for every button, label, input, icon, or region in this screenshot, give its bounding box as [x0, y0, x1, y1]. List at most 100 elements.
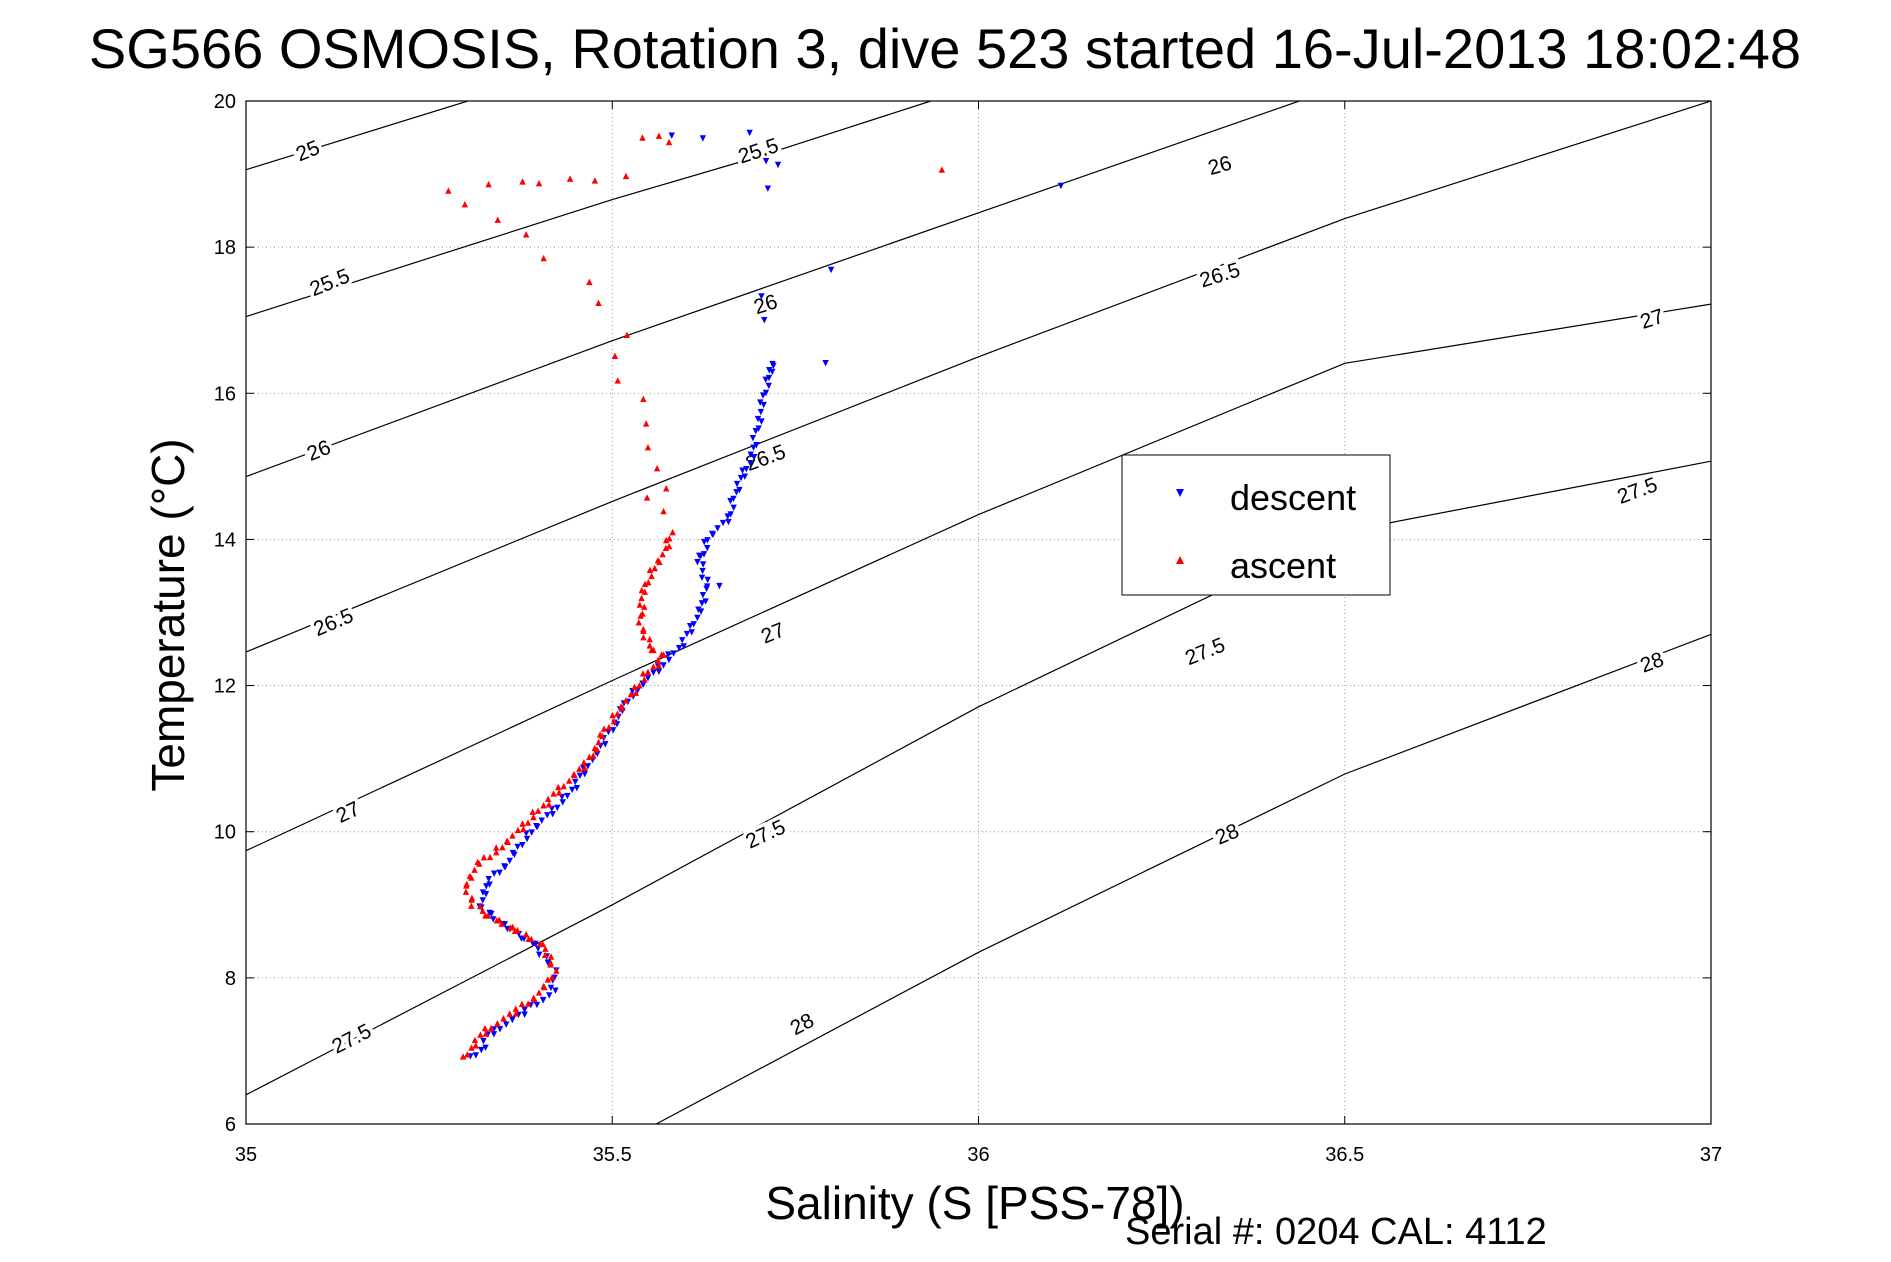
ascent-point [461, 201, 469, 208]
descent-point [736, 486, 743, 494]
ascent-point [529, 808, 536, 815]
ascent-point [655, 132, 663, 139]
ascent-point [605, 723, 613, 731]
descent-point [725, 518, 732, 526]
ascent-point [544, 976, 552, 983]
descent-point [490, 870, 498, 877]
sigma-contour-25-5 [246, 101, 932, 318]
ascent-point [511, 927, 519, 934]
ascent-point [600, 725, 608, 732]
descent-point [743, 466, 750, 473]
ascent-point [534, 807, 542, 814]
descent-point [533, 1001, 541, 1009]
descent-point [704, 576, 711, 584]
descent-point [752, 427, 759, 435]
ascent-point [660, 507, 667, 515]
descent-point [665, 656, 673, 664]
descent-point [724, 513, 731, 520]
descent-point [576, 772, 584, 780]
ascent-point [474, 858, 481, 866]
descent-point [696, 552, 703, 560]
descent-point [602, 741, 609, 748]
ascent-point [522, 930, 530, 938]
ascent-point [477, 1031, 484, 1038]
ascent-point [617, 702, 625, 710]
ascent-point [641, 588, 649, 595]
ascent-point [482, 1030, 490, 1037]
ascent-point [580, 759, 588, 766]
descent-point [704, 537, 711, 544]
descent-point [552, 987, 559, 994]
descent-point [655, 668, 663, 676]
descent-point [702, 598, 709, 605]
descent-point [490, 916, 497, 923]
descent-point [521, 1006, 528, 1014]
ascent-point [610, 717, 618, 725]
descent-point [762, 376, 769, 383]
descent-point [538, 817, 545, 824]
ascent-point [555, 783, 562, 791]
ascent-point [641, 603, 648, 610]
ascent-point [623, 331, 631, 339]
descent-point [650, 669, 657, 677]
ascent-point [639, 610, 646, 617]
descent-point [708, 530, 716, 538]
ascent-point [547, 953, 555, 960]
ascent-point [476, 902, 484, 910]
ascent-point [499, 844, 506, 851]
descent-point [694, 614, 701, 622]
ascent-point [636, 682, 643, 689]
ascent-point [654, 557, 662, 564]
chart-title: SG566 OSMOSIS, Rotation 3, dive 523 star… [89, 17, 1801, 80]
descent-point [699, 135, 707, 142]
descent-point [733, 480, 741, 488]
descent-point [509, 1016, 516, 1023]
y-axis-label: Temperature (°C) [142, 438, 194, 791]
descent-point [472, 1052, 480, 1059]
sigma-contour-27 [246, 303, 1711, 852]
x-tick-label: 37 [1700, 1144, 1722, 1166]
ascent-point [566, 777, 573, 784]
descent-point [770, 362, 777, 370]
descent-point [544, 959, 551, 966]
y-tick-label: 6 [225, 1114, 236, 1136]
descent-point [699, 567, 706, 575]
descent-point [765, 382, 772, 390]
descent-point [750, 444, 757, 451]
y-tick-label: 8 [225, 968, 236, 990]
ascent-point [530, 813, 537, 821]
descent-point [546, 992, 553, 999]
ascent-point [468, 902, 475, 909]
ascent-point [503, 837, 511, 845]
ascent-point [622, 696, 630, 704]
ascent-point [662, 536, 670, 544]
descent-point [714, 525, 721, 532]
descent-point [719, 519, 727, 527]
descent-point [547, 984, 555, 992]
ascent-point [614, 377, 621, 384]
ascent-point [595, 738, 602, 746]
ascent-point [638, 586, 645, 594]
ascent-point [646, 642, 653, 649]
y-tick-label: 16 [214, 383, 236, 405]
descent-point [670, 650, 677, 657]
descent-point [699, 591, 707, 599]
ascent-point [666, 535, 673, 542]
sigma-contour-26-5 [246, 101, 1711, 653]
ascent-point [524, 819, 532, 826]
descent-point [660, 662, 667, 669]
ascent-point [518, 1000, 526, 1008]
ascent-point [590, 752, 597, 759]
ascent-point [506, 1010, 513, 1017]
descent-point [827, 266, 835, 274]
descent-point [549, 811, 556, 818]
descent-point [749, 434, 757, 442]
ascent-point [591, 177, 599, 184]
ascent-point [540, 982, 547, 990]
ascent-point [646, 566, 654, 573]
descent-point [686, 623, 694, 630]
descent-point [568, 786, 576, 794]
ascent-point [493, 848, 500, 856]
descent-point [765, 374, 773, 382]
ascent-point [545, 801, 553, 808]
